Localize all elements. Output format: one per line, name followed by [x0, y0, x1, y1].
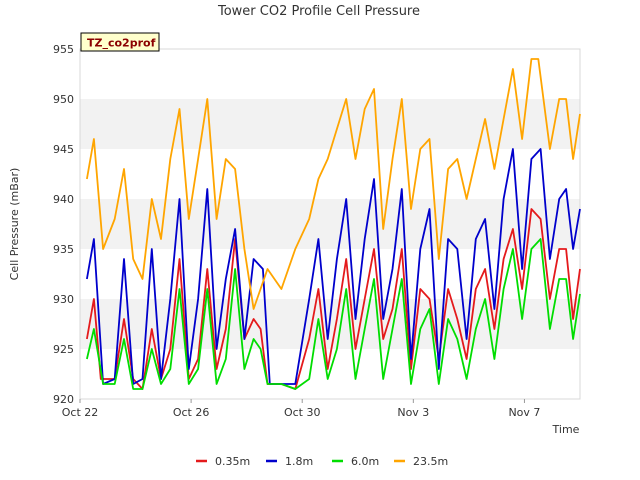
y-tick-label: 940 — [53, 193, 74, 206]
y-tick-label: 920 — [53, 393, 74, 406]
y-tick-label: 945 — [53, 143, 74, 156]
legend-label: 0.35m — [215, 455, 250, 468]
y-axis-label: Cell Pressure (mBar) — [8, 168, 21, 281]
x-tick-label: Oct 26 — [173, 406, 210, 419]
x-tick-label: Oct 30 — [284, 406, 321, 419]
site-label-box: TZ_co2prof — [80, 32, 160, 52]
legend-label: 6.0m — [351, 455, 379, 468]
x-tick-label: Nov 7 — [508, 406, 540, 419]
y-axis-ticks: 920 925 930 935 940 945 950 955 — [53, 43, 74, 406]
chart-title: Tower CO2 Profile Cell Pressure — [217, 4, 420, 19]
y-tick-label: 950 — [53, 93, 74, 106]
grid-band — [80, 199, 580, 249]
series-line-1.8m — [86, 148, 581, 385]
series-line-23.5m — [86, 58, 581, 310]
grid-band — [80, 99, 580, 149]
legend-label: 1.8m — [285, 455, 313, 468]
series-lines — [86, 58, 581, 390]
site-label: TZ_co2prof — [87, 37, 156, 50]
y-tick-label: 935 — [53, 243, 74, 256]
legend-label: 23.5m — [413, 455, 448, 468]
series-line-0.35m — [86, 208, 581, 390]
x-axis-ticks: Oct 22 Oct 26 Oct 30 Nov 3 Nov 7 — [62, 399, 540, 419]
y-tick-label: 930 — [53, 293, 74, 306]
x-axis-label: Time — [552, 423, 580, 436]
x-tick-label: Nov 3 — [397, 406, 429, 419]
y-tick-label: 955 — [53, 43, 74, 56]
legend: 0.35m 1.8m 6.0m 23.5m — [196, 455, 448, 468]
series-line-6.0m — [86, 238, 581, 390]
plot-area-frame — [79, 48, 581, 400]
x-tick-label: Oct 22 — [62, 406, 99, 419]
y-tick-label: 925 — [53, 343, 74, 356]
